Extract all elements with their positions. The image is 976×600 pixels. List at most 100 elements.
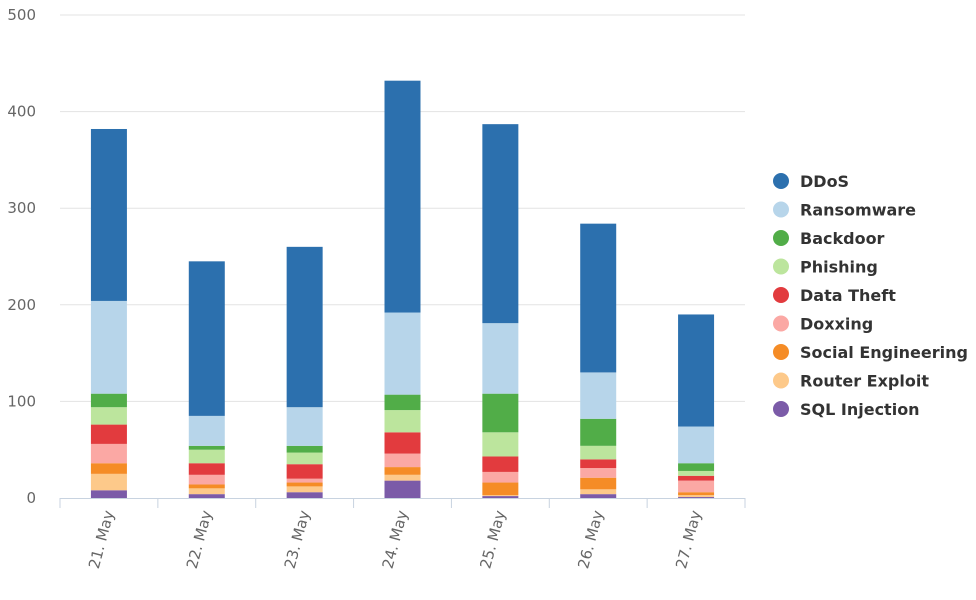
- bar-segment-router-exploit[interactable]: [580, 489, 617, 495]
- bar-segment-sql-injection[interactable]: [188, 494, 225, 498]
- legend-label: SQL Injection: [800, 400, 920, 419]
- bar-stack: [580, 223, 617, 498]
- bar-segment-backdoor[interactable]: [90, 393, 127, 408]
- bar-segment-sql-injection[interactable]: [384, 480, 421, 498]
- x-tick-label: 23. May: [281, 508, 314, 570]
- bar-segment-ransomware[interactable]: [482, 323, 519, 394]
- y-tick-label: 500: [7, 6, 36, 24]
- legend-marker: [773, 230, 789, 246]
- bar-segment-ddos[interactable]: [580, 223, 617, 373]
- bar-segment-ransomware[interactable]: [286, 407, 323, 446]
- bar-segment-social-engineering[interactable]: [90, 463, 127, 474]
- x-tick-label: 24. May: [379, 508, 412, 570]
- bar-stack: [286, 246, 323, 498]
- bar-segment-router-exploit[interactable]: [482, 495, 519, 497]
- bar-stacks: [90, 80, 715, 498]
- legend-item[interactable]: Router Exploit: [773, 372, 929, 391]
- bar-segment-backdoor[interactable]: [286, 445, 323, 453]
- bar-segment-social-engineering[interactable]: [384, 467, 421, 475]
- bar-stack: [482, 124, 519, 498]
- legend-marker: [773, 344, 789, 360]
- bar-segment-phishing[interactable]: [678, 470, 715, 476]
- bar-segment-router-exploit[interactable]: [286, 486, 323, 493]
- bar-segment-backdoor[interactable]: [678, 463, 715, 471]
- bar-segment-data-theft[interactable]: [384, 432, 421, 454]
- bar-segment-ddos[interactable]: [384, 80, 421, 313]
- bar-segment-phishing[interactable]: [482, 432, 519, 457]
- bar-segment-ransomware[interactable]: [90, 300, 127, 394]
- bar-segment-social-engineering[interactable]: [482, 482, 519, 496]
- legend: DDoS Ransomware Backdoor Phishing Data Theft…: [773, 172, 968, 419]
- bar-segment-data-theft[interactable]: [482, 456, 519, 472]
- bar-segment-doxxing[interactable]: [678, 480, 715, 493]
- bar-segment-sql-injection[interactable]: [286, 492, 323, 498]
- bar-segment-sql-injection[interactable]: [580, 494, 617, 498]
- legend-item[interactable]: Social Engineering: [773, 343, 968, 362]
- bar-segment-social-engineering[interactable]: [286, 482, 323, 487]
- bar-segment-doxxing[interactable]: [384, 453, 421, 468]
- legend-marker: [773, 201, 789, 218]
- bar-segment-backdoor[interactable]: [580, 418, 617, 446]
- bar-segment-backdoor[interactable]: [188, 445, 225, 450]
- legend-marker: [773, 372, 789, 389]
- bar-segment-router-exploit[interactable]: [90, 473, 127, 491]
- bar-segment-sql-injection[interactable]: [482, 496, 519, 498]
- legend-label: Social Engineering: [800, 343, 968, 362]
- bar-segment-doxxing[interactable]: [482, 471, 519, 483]
- bar-segment-doxxing[interactable]: [188, 474, 225, 485]
- legend-item[interactable]: Phishing: [773, 258, 878, 277]
- bar-stack: [188, 261, 225, 498]
- bar-segment-social-engineering[interactable]: [678, 492, 715, 496]
- bar-segment-router-exploit[interactable]: [384, 474, 421, 481]
- legend-item[interactable]: Data Theft: [773, 286, 896, 305]
- bar-segment-ransomware[interactable]: [384, 312, 421, 395]
- bar-segment-sql-injection[interactable]: [678, 497, 715, 498]
- legend-item[interactable]: DDoS: [773, 172, 849, 191]
- bar-segment-data-theft[interactable]: [188, 463, 225, 475]
- bar-segment-phishing[interactable]: [188, 449, 225, 464]
- bar-segment-phishing[interactable]: [286, 452, 323, 465]
- legend-item[interactable]: Doxxing: [773, 315, 873, 334]
- bar-segment-ddos[interactable]: [188, 261, 225, 416]
- bar-segment-ddos[interactable]: [482, 124, 519, 324]
- bar-segment-data-theft[interactable]: [678, 475, 715, 481]
- bar-segment-ransomware[interactable]: [188, 415, 225, 446]
- legend-marker: [773, 287, 789, 303]
- bar-segment-data-theft[interactable]: [286, 464, 323, 479]
- legend-label: Phishing: [800, 258, 878, 277]
- legend-item[interactable]: SQL Injection: [773, 400, 920, 419]
- bar-segment-doxxing[interactable]: [90, 443, 127, 464]
- bar-segment-router-exploit[interactable]: [188, 488, 225, 495]
- bar-segment-ddos[interactable]: [286, 246, 323, 408]
- legend-label: Doxxing: [800, 315, 873, 334]
- bar-segment-ransomware[interactable]: [580, 372, 617, 419]
- legend-item[interactable]: Ransomware: [773, 201, 916, 220]
- legend-label: Router Exploit: [800, 372, 929, 391]
- bar-segment-router-exploit[interactable]: [678, 495, 715, 498]
- x-axis: 21. May 22. May 23. May 24. May 25. May 26. M…: [59, 498, 746, 571]
- legend-item[interactable]: Backdoor: [773, 229, 885, 248]
- bar-segment-social-engineering[interactable]: [580, 477, 617, 490]
- x-tick-label: 22. May: [183, 508, 216, 570]
- legend-marker: [773, 173, 789, 189]
- x-tick-label: 21. May: [85, 508, 118, 570]
- bar-stack: [384, 80, 421, 498]
- bar-segment-phishing[interactable]: [90, 407, 127, 425]
- y-tick-label: 100: [7, 392, 36, 410]
- bar-segment-ransomware[interactable]: [678, 426, 715, 464]
- bar-segment-backdoor[interactable]: [384, 394, 421, 411]
- bar-segment-phishing[interactable]: [384, 410, 421, 433]
- bar-segment-ddos[interactable]: [90, 128, 127, 301]
- bar-segment-data-theft[interactable]: [90, 424, 127, 444]
- x-tick-label: 27. May: [672, 508, 705, 570]
- bar-segment-social-engineering[interactable]: [188, 484, 225, 489]
- bar-segment-sql-injection[interactable]: [90, 490, 127, 498]
- bar-segment-backdoor[interactable]: [482, 393, 519, 433]
- bar-segment-doxxing[interactable]: [580, 468, 617, 478]
- y-tick-label: 0: [26, 489, 36, 507]
- bar-segment-phishing[interactable]: [580, 445, 617, 460]
- bar-segment-ddos[interactable]: [678, 314, 715, 427]
- bar-segment-doxxing[interactable]: [286, 478, 323, 483]
- bar-segment-data-theft[interactable]: [580, 459, 617, 469]
